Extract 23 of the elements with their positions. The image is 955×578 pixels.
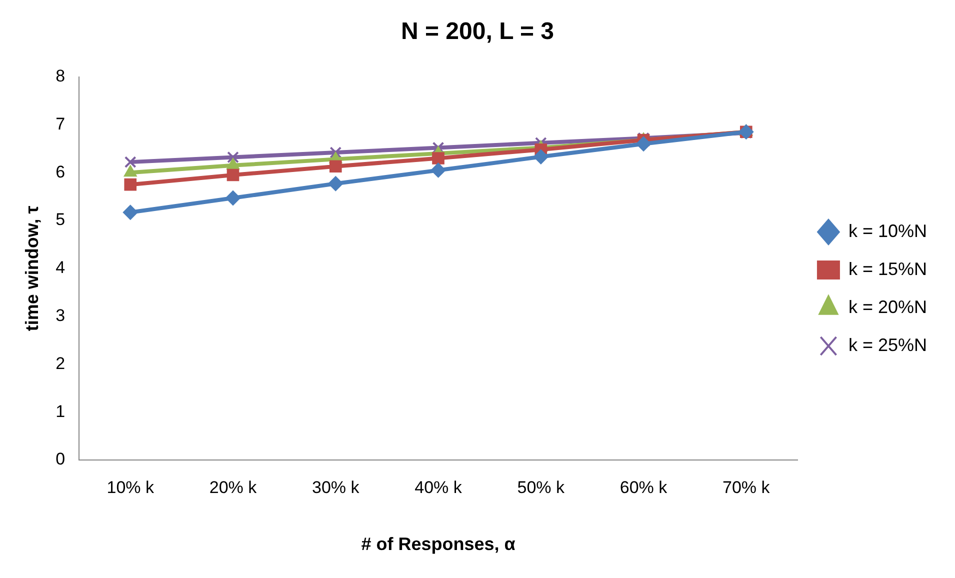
legend-label: k = 20%N [848, 296, 928, 317]
chart-title: N = 200, L = 3 [401, 18, 554, 46]
x-tick-label: 70% k [722, 478, 770, 497]
x-tick-label: 20% k [209, 478, 258, 497]
y-tick-label: 6 [56, 162, 66, 182]
y-tick-label: 8 [56, 66, 66, 86]
y-tick-label: 7 [56, 114, 66, 134]
x-tick-label: 50% k [517, 478, 566, 497]
x-tick-label: 10% k [106, 478, 154, 497]
legend-label: k = 25%N [848, 334, 928, 355]
y-tick-label: 0 [56, 450, 66, 469]
y-tick-label: 1 [56, 402, 66, 421]
x-tick-label: 30% k [312, 478, 360, 497]
legend-label: k = 10%N [848, 220, 928, 241]
legend-label: k = 15%N [848, 258, 928, 279]
y-tick-label: 3 [56, 306, 66, 325]
y-tick-label: 5 [56, 210, 66, 230]
x-axis-title: # of Responses, α [361, 534, 516, 554]
y-tick-label: 4 [56, 258, 66, 278]
y-axis-title: time window, τ [22, 206, 42, 332]
x-tick-label: 60% k [620, 478, 668, 497]
y-tick-label: 2 [56, 354, 66, 373]
x-tick-label: 40% k [414, 478, 462, 497]
